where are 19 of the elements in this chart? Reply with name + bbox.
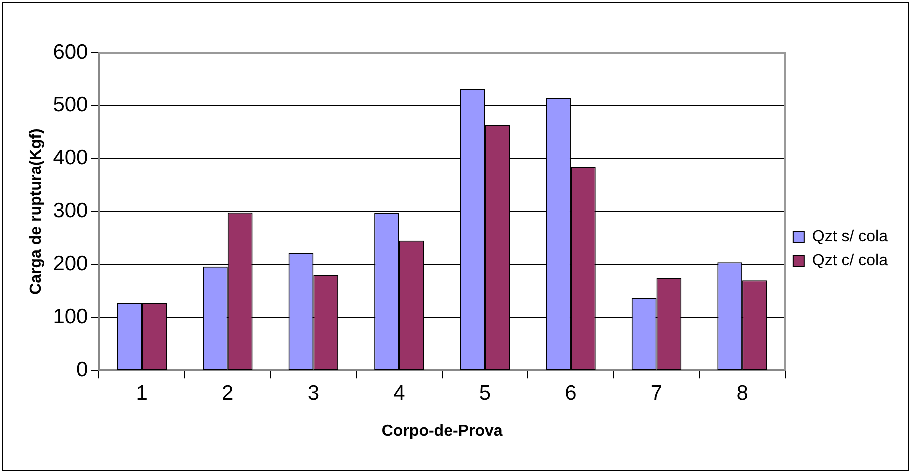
y-axis-title: Carga de ruptura(Kgf) [28, 128, 46, 295]
x-tick-label: 8 [736, 382, 748, 405]
y-tick-label: 200 [53, 252, 88, 276]
y-tick-label: 100 [53, 305, 88, 328]
legend-label: Qzt s/ cola [812, 228, 888, 246]
y-tick-label: 400 [53, 146, 88, 170]
y-tick-label: 0 [76, 358, 88, 382]
x-tick-label: 3 [308, 382, 320, 405]
x-tick-label: 1 [136, 382, 148, 405]
y-tick-label: 600 [53, 40, 88, 64]
x-tick-label: 2 [222, 382, 234, 405]
x-axis-title: Corpo-de-Prova [382, 422, 503, 440]
y-tick-label: 500 [53, 94, 88, 117]
x-tick-label: 6 [565, 382, 577, 405]
x-tick-label: 7 [650, 382, 663, 405]
x-tick-label: 4 [394, 382, 406, 405]
legend-label: Qzt c/ cola [812, 252, 888, 270]
x-tick-label: 5 [479, 382, 492, 405]
y-tick-label: 300 [53, 200, 88, 223]
